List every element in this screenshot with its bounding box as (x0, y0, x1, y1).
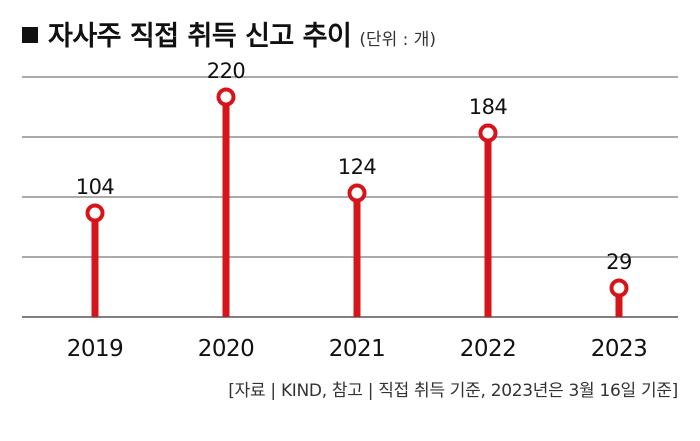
lollipop-marker (347, 183, 367, 203)
data-label: 124 (338, 155, 377, 179)
x-tick-label: 2020 (198, 336, 255, 362)
data-label: 184 (469, 95, 508, 119)
x-tick-label: 2019 (67, 336, 124, 362)
title-bullet-square-icon (22, 27, 38, 43)
data-label: 29 (606, 250, 632, 274)
x-tick-label: 2021 (329, 336, 386, 362)
lollipop-markers (85, 87, 629, 298)
lollipop-marker (85, 203, 105, 223)
x-tick-label: 2022 (460, 336, 517, 362)
x-tick-label: 2023 (591, 336, 648, 362)
data-label: 104 (76, 175, 115, 199)
chart-title: 자사주 직접 취득 신고 추이 (48, 21, 352, 52)
chart-title-row: 자사주 직접 취득 신고 추이 (단위 : 개) (22, 14, 436, 54)
lollipop-stems (91, 97, 623, 317)
source-note: [자료 | KIND, 참고 | 직접 취득 기준, 2023년은 3월 16일… (228, 381, 678, 401)
data-label: 220 (207, 59, 246, 83)
lollipop-marker (478, 123, 498, 143)
data-labels: 104 220 124 184 29 (76, 59, 633, 274)
unit-label: (단위 : 개) (359, 30, 437, 50)
x-axis-ticks: 2019 2020 2021 2022 2023 (67, 336, 648, 362)
lollipop-marker (216, 87, 236, 107)
lollipop-marker (609, 278, 629, 298)
